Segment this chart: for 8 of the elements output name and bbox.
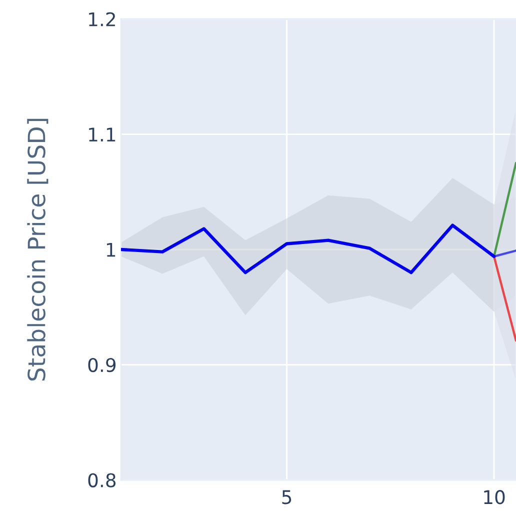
- y-tick-label: 1.1: [89, 128, 116, 142]
- y-tick-label: 0.9: [88, 358, 116, 372]
- y-tick-label: 0.8: [88, 473, 116, 488]
- y-tick-label: 1.2: [89, 12, 115, 26]
- y-tick-label: 1: [106, 242, 116, 257]
- x-tick-label: 10: [484, 490, 505, 504]
- x-tick-label: 5: [282, 490, 292, 504]
- y-axis-title: Stablecoin Price [USD]: [27, 118, 48, 381]
